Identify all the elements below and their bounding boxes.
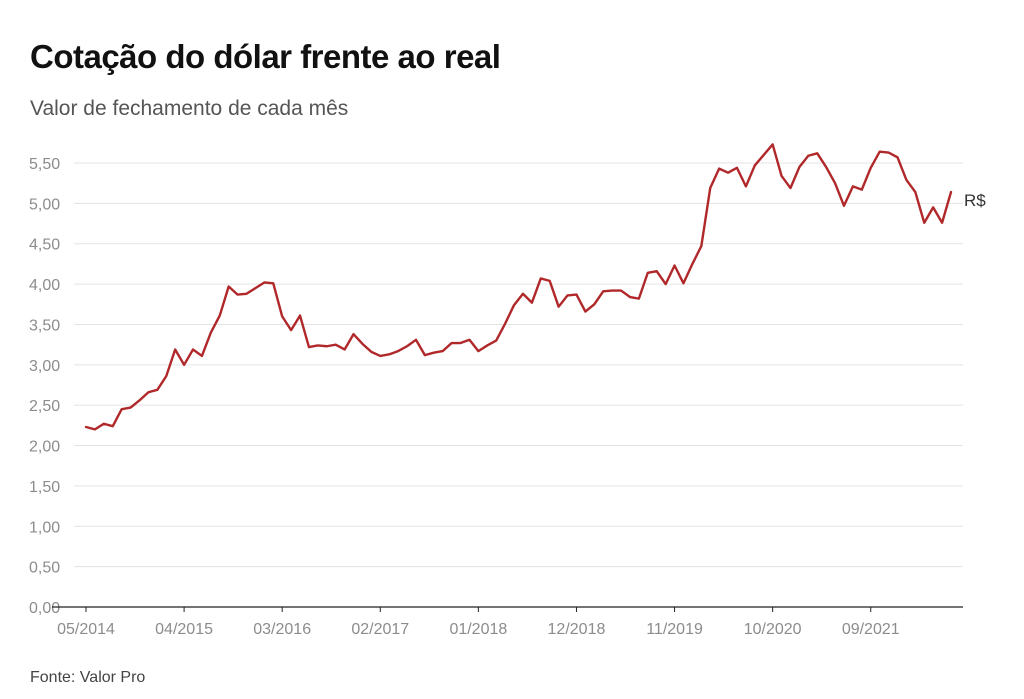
x-axis-ticks: 05/2014 04/2015 03/2016 02/2017 01/2018 12/20… xyxy=(57,607,900,638)
y-tick-label: 4,50 xyxy=(29,237,60,254)
series-line xyxy=(84,143,953,431)
x-tick-label: 02/2017 xyxy=(351,621,409,638)
y-tick-label: 5,50 xyxy=(29,156,60,173)
gridlines xyxy=(74,162,963,568)
y-axis-ticks: 0,00 0,50 1,00 1,50 2,00 2,50 3,00 3,50 4,00 4,50… xyxy=(29,156,60,617)
y-tick-label: 4,00 xyxy=(29,277,60,294)
source-note: Fonte: Valor Pro xyxy=(30,669,146,686)
chart-title: Cotação do dólar frente ao real xyxy=(30,38,501,75)
unit-label: R$ xyxy=(964,191,986,210)
x-tick-label: 09/2021 xyxy=(842,621,900,638)
y-tick-label: 0,00 xyxy=(29,600,60,617)
x-tick-label: 01/2018 xyxy=(449,621,507,638)
y-tick-label: 0,50 xyxy=(29,560,60,577)
x-tick-label: 03/2016 xyxy=(253,621,311,638)
x-tick-label: 12/2018 xyxy=(548,621,606,638)
x-tick-label: 05/2014 xyxy=(57,621,115,638)
y-tick-label: 3,00 xyxy=(29,358,60,375)
y-tick-label: 1,50 xyxy=(29,479,60,496)
y-tick-label: 3,50 xyxy=(29,317,60,334)
y-tick-label: 1,00 xyxy=(29,519,60,536)
y-tick-label: 5,00 xyxy=(29,196,60,213)
x-tick-label: 04/2015 xyxy=(155,621,213,638)
x-tick-label: 11/2019 xyxy=(646,621,703,638)
chart-subtitle: Valor de fechamento de cada mês xyxy=(30,97,349,120)
y-tick-label: 2,00 xyxy=(29,439,60,456)
x-tick-label: 10/2020 xyxy=(744,621,802,638)
y-tick-label: 2,50 xyxy=(29,398,60,415)
